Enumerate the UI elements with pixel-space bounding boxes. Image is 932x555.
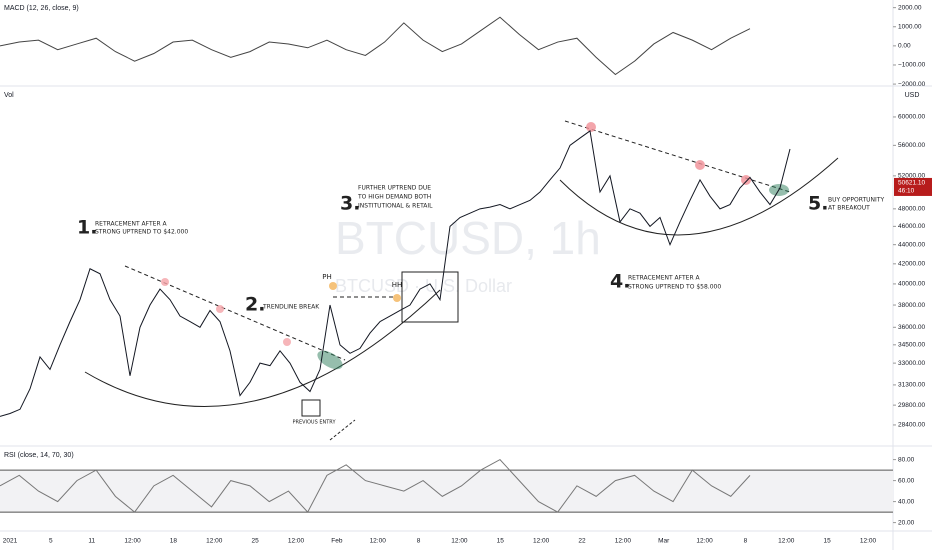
x-tick-label: 15 [497,538,505,545]
x-tick-label: 22 [578,538,586,545]
annotation: BUY OPPORTUNITY [828,197,884,204]
countdown: 46:10 [898,188,915,195]
y-tick-label: 38000.00 [898,302,925,309]
annotation: AT BREAKOUT [828,205,870,212]
annotation: PH [322,273,332,281]
y-tick-label: 33000.00 [898,360,925,367]
annotation: TRENDLINE BREAK [262,304,320,311]
step-number: 2. [245,294,265,316]
annotation: RETRACEMENT AFTER A [628,275,701,282]
annotation: HH [392,281,403,289]
price-tag-label: 50621.10 [898,180,925,187]
price-tag [894,177,932,196]
x-tick-label: Feb [331,538,343,545]
y-tick-label: 42000.00 [898,261,925,268]
x-tick-label: 12:00 [370,538,387,545]
annotation: RETRACEMENT AFTER A [95,221,168,228]
annotation: FURTHER UPTREND DUE [358,185,431,192]
y-tick-label: 0.00 [898,43,911,50]
step-number: 5. [808,193,828,215]
y-tick-label: 52000.00 [898,173,925,180]
y-tick-label: 29800.00 [898,402,925,409]
y-tick-label: 2000.00 [898,4,922,11]
x-tick-label: 12:00 [206,538,223,545]
y-tick-label: 48000.00 [898,206,925,213]
x-tick-label: 18 [170,538,178,545]
x-tick-label: 15 [824,538,832,545]
y-tick-label: 20.00 [898,519,915,526]
y-tick-label: 40.00 [898,498,915,505]
rsi-band [0,470,893,513]
step-number: 1. [77,217,97,239]
x-tick-label: 8 [417,538,421,545]
x-tick-label: 12:00 [288,538,305,545]
x-tick-label: 25 [252,538,260,545]
macd-line [0,16,751,76]
macd-title: MACD (12, 26, close, 9) [4,5,79,12]
x-tick-label: 12:00 [615,538,632,545]
y-tick-label: 80.00 [898,456,915,463]
annotations: 1. RETRACEMENT AFTER A STRONG UPTREND TO… [77,185,884,426]
y-tick-label: 36000.00 [898,324,925,331]
y-tick-label: 60000.00 [898,114,925,121]
x-tick-label: Mar [658,538,670,545]
x-tick-label: 12:00 [696,538,713,545]
annotation: PREVIOUS ENTRY [292,420,336,426]
price-line [0,130,791,417]
x-tick-label: 12:00 [451,538,468,545]
y-tick-label: −1000.00 [898,62,926,69]
step-number: 3. [340,193,360,215]
y-tick-label: 60.00 [898,477,915,484]
annotation: INSTITUTIONAL & RETAIL [358,203,433,210]
drawings [84,120,839,441]
annotation: STRONG UPTREND TO $42.000 [95,229,188,236]
x-tick-label: 11 [88,538,95,545]
y-tick-label: 46000.00 [898,223,925,230]
x-tick-label: 12:00 [124,538,141,545]
x-tick-label: 5 [49,538,53,545]
annotation: STRONG UPTREND TO $58.000 [628,284,721,291]
y-tick-label: 56000.00 [898,142,925,149]
x-tick-label: 12:00 [778,538,795,545]
y-tick-label: 1000.00 [898,23,922,30]
volume-title: Vol [4,92,14,99]
rsi-title: RSI (close, 14, 70, 30) [4,452,74,459]
y-tick-label: 44000.00 [898,241,925,248]
rsi-line [0,458,751,513]
currency: USD [905,92,920,99]
y-tick-label: 28400.00 [898,422,925,429]
x-tick-label: 2021 [3,538,18,545]
x-tick-label: 12:00 [860,538,877,545]
x-tick-label: 8 [744,538,748,545]
y-tick-label: 31300.00 [898,382,925,389]
step-number: 4. [610,271,630,293]
watermark: BTCUSD, 1h [335,212,601,264]
x-tick-label: 12:00 [533,538,550,545]
y-tick-label: −2000.00 [898,81,926,88]
annotation: TO HIGH DEMAND BOTH [357,194,431,201]
watermark-desc: BTCUSD · U.S. Dollar [335,276,512,296]
y-tick-label: 34500.00 [898,342,925,349]
y-tick-label: 40000.00 [898,281,925,288]
